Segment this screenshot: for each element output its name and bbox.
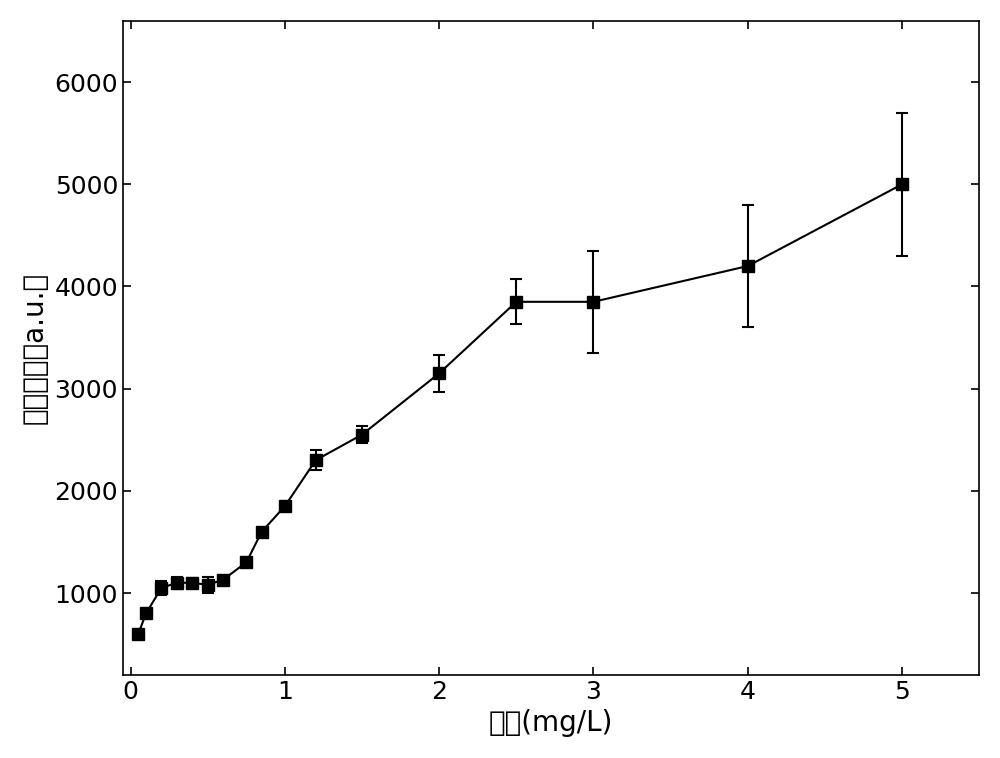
Y-axis label: 拉曼强度（a.u.）: 拉曼强度（a.u.） <box>21 271 49 424</box>
X-axis label: 浓度(mg/L): 浓度(mg/L) <box>489 709 613 738</box>
